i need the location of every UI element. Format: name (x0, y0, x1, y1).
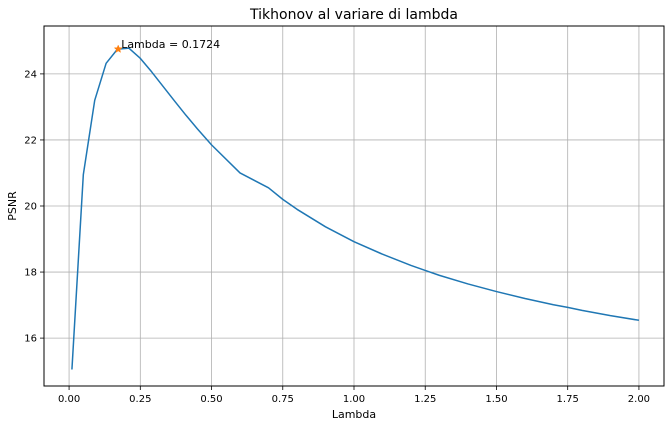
x-tick-label: 0.75 (272, 394, 294, 405)
grid (44, 26, 664, 386)
x-tick-label: 0.25 (129, 394, 151, 405)
y-tick-label: 18 (24, 268, 37, 279)
y-axis-label: PSNR (6, 191, 19, 221)
psnr-line (71, 47, 640, 370)
chart-title: Tikhonov al variare di lambda (249, 7, 458, 23)
x-tick-label: 1.00 (343, 394, 365, 405)
y-tick-label: 20 (24, 202, 37, 213)
best-lambda-annotation: Lambda = 0.1724 (121, 38, 220, 51)
x-tick-label: 2.00 (628, 394, 650, 405)
x-tick-label: 1.75 (557, 394, 579, 405)
plot-frame (43, 25, 665, 387)
y-tick-label: 22 (24, 135, 37, 146)
x-axis-label: Lambda (332, 408, 376, 421)
y-tick-label: 16 (24, 334, 37, 345)
x-tick-label: 1.50 (485, 394, 507, 405)
x-tick-label: 0.50 (200, 394, 222, 405)
plot-series (71, 44, 640, 370)
y-tick-label: 24 (24, 69, 37, 80)
axis-ticks: 0.00 0.25 0.50 0.75 1.00 1.25 1.50 1.75 2.00 16 18… (24, 69, 650, 405)
x-tick-label: 1.25 (414, 394, 436, 405)
best-lambda-marker (113, 44, 123, 53)
x-tick-label: 0.00 (58, 394, 80, 405)
